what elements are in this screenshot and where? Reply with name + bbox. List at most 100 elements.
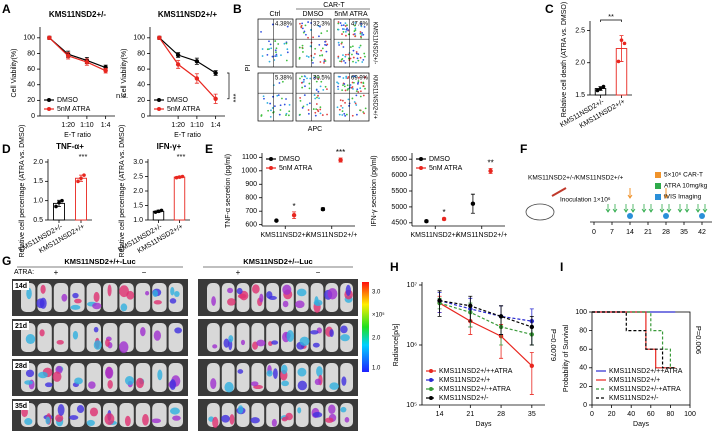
atra-arrow [641, 204, 654, 213]
cell-event [302, 105, 305, 108]
cell-event [288, 110, 291, 113]
cell-event [350, 86, 353, 89]
cell-event [326, 30, 328, 32]
cell-event [362, 94, 365, 97]
row-label: KMS11NSD2+/+ [371, 75, 377, 119]
signal [89, 407, 99, 417]
y-tick-label: 100 [575, 309, 587, 316]
point [175, 62, 181, 67]
cell-event [343, 83, 346, 85]
series-line [48, 37, 106, 69]
signal [86, 419, 95, 426]
signal [237, 405, 244, 414]
y-tick-label: 700 [245, 208, 257, 215]
cell-event [353, 33, 356, 35]
signal [119, 341, 129, 354]
cell-event [355, 94, 358, 97]
cell-event [320, 49, 323, 52]
cell-event [354, 21, 357, 24]
cell-event [345, 75, 348, 78]
timepoint-box [13, 401, 29, 410]
series-line [158, 37, 216, 74]
cell-event [286, 48, 289, 51]
cell-event [344, 22, 347, 25]
cell-event [268, 40, 270, 43]
y-tick-label: 2.0 [575, 60, 585, 67]
cell-event [301, 44, 304, 47]
cell-event [307, 36, 309, 39]
mouse [207, 363, 220, 392]
y-axis-label: TNF-α secretion (pg/ml) [225, 154, 232, 228]
cell-event [341, 57, 344, 60]
cell-event [323, 58, 326, 61]
cell-event [344, 114, 347, 117]
signal [74, 377, 83, 385]
cell-event [302, 51, 304, 53]
x-tick-label: 21 [466, 411, 474, 418]
legend-icon [655, 183, 661, 189]
cell-event [266, 102, 269, 104]
cell-event [315, 89, 318, 91]
signal [119, 285, 129, 298]
x-tick-label: 14 [436, 411, 444, 418]
cell-event [324, 85, 327, 88]
cell-event [351, 81, 354, 84]
cell-event [317, 24, 320, 27]
cell-event [361, 61, 364, 63]
bar [75, 177, 87, 221]
cell-event [357, 76, 360, 79]
point [175, 52, 181, 58]
signal [61, 293, 68, 302]
cell-event [355, 113, 358, 116]
data-point [601, 84, 606, 89]
cell-event [304, 75, 307, 78]
cell-event [353, 75, 356, 78]
series-line [48, 37, 106, 72]
cell-event [355, 90, 358, 92]
signal [26, 287, 32, 300]
cell-event [288, 103, 291, 106]
treatment: − [316, 268, 321, 277]
cell-event [262, 95, 265, 98]
legend-label: KMS11NSD2+/-+ATRA [439, 386, 511, 393]
cell-event [351, 45, 354, 48]
cell-event [354, 102, 357, 105]
signal [69, 415, 79, 420]
mouse [168, 323, 183, 352]
cell-event [314, 111, 317, 114]
y-axis-label: Probability of Survival [563, 324, 570, 392]
x-tick-label: 60 [647, 411, 655, 418]
cell-event [272, 95, 274, 98]
cell-event [363, 52, 366, 55]
y-axis-label: Relative cell percentage (ATRA vs. DMSO) [19, 125, 26, 258]
y-tick-label: 0 [31, 113, 35, 120]
group-title: KMS11NSD2+/--Luc [243, 257, 312, 266]
flow-plot [295, 72, 332, 122]
colorbar-tick: 3.0 [372, 290, 381, 296]
signal [140, 327, 146, 337]
cell-event [359, 31, 362, 33]
cell-event [267, 109, 270, 112]
point [488, 168, 493, 174]
atra-arrow [605, 204, 618, 213]
x-tick-label: 1:4 [211, 122, 221, 129]
cell-event [266, 54, 269, 56]
cell-event [285, 42, 288, 45]
signal [314, 378, 322, 385]
quadrant-gate [296, 19, 331, 67]
day-label: 0 [592, 229, 596, 236]
y-tick-label: 60 [137, 66, 145, 73]
x-tick-label: 80 [667, 411, 675, 418]
timepoint: 35d [15, 403, 27, 410]
point [441, 216, 447, 222]
cell-event [344, 25, 347, 27]
imaging-icon [663, 213, 669, 219]
cell-event [352, 56, 355, 59]
point [65, 53, 71, 58]
cell-event [342, 54, 344, 57]
cell-event [317, 78, 320, 80]
series-line [439, 302, 533, 367]
panel-label: E [205, 142, 213, 156]
legend-label: KMS11NSD2+/- [609, 395, 659, 402]
cell-event [315, 103, 318, 105]
